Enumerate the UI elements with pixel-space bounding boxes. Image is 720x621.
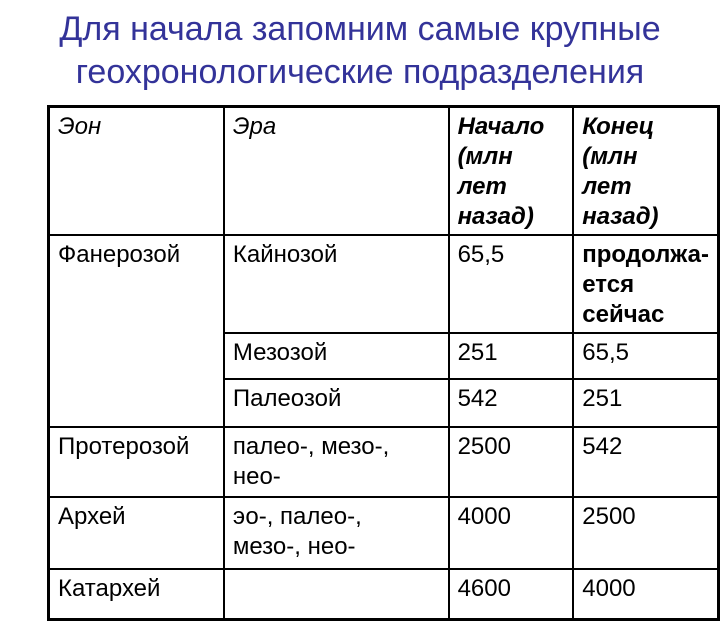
table-row-mezozoy: Мезозой 251 65,5 [49,332,720,380]
end-cell: 2500 [572,496,720,570]
header-end: Конец (млн лет назад) [572,105,720,236]
end-cell: 251 [572,378,720,428]
table-row-kainozoy: Фанерозой Кайнозой 65,5 продолжа- ется с… [47,234,720,428]
era-cell: Кайнозой [222,234,450,334]
geochronology-table: Эон Эра Начало (млн лет назад) Конец (мл… [47,105,720,621]
start-cell: 4000 [447,496,575,570]
end-cell: 4000 [572,568,720,620]
header-eon: Эон [47,105,225,236]
eon-cell: Катархей [47,568,225,620]
era-cell: эо-, палео-, мезо-, нео- [222,496,450,570]
eon-cell: Протерозой [47,426,225,498]
era-cell: Мезозой [222,332,450,380]
start-cell: 65,5 [447,234,575,334]
header-row: Эон Эра Начало (млн лет назад) Конец (мл… [47,105,720,236]
table-row-katarhey: Катархей 4600 4000 [47,568,720,620]
header-start: Начало (млн лет назад) [447,105,575,236]
era-cell: палео-, мезо-, нео- [222,426,450,498]
table-row-paleozoy: Палеозой 542 251 [49,378,720,428]
eon-cell-phanerozoy: Фанерозой [47,234,225,428]
start-cell: 2500 [447,426,575,498]
end-cell: 65,5 [572,332,720,380]
header-era: Эра [222,105,450,236]
table-row-arhey: Архей эо-, палео-, мезо-, нео- 4000 2500 [47,496,720,570]
eon-cell: Архей [47,496,225,570]
start-cell: 542 [447,378,575,428]
slide-title: Для начала запомним самые крупные геохро… [59,10,661,91]
era-cell: Палеозой [222,378,450,428]
start-cell: 251 [447,332,575,380]
end-cell: 542 [572,426,720,498]
end-cell: продолжа- ется сейчас [572,234,720,334]
start-cell: 4600 [447,568,575,620]
table-row-proterozoy: Протерозой палео-, мезо-, нео- 2500 542 [47,426,720,498]
era-cell [222,568,450,620]
